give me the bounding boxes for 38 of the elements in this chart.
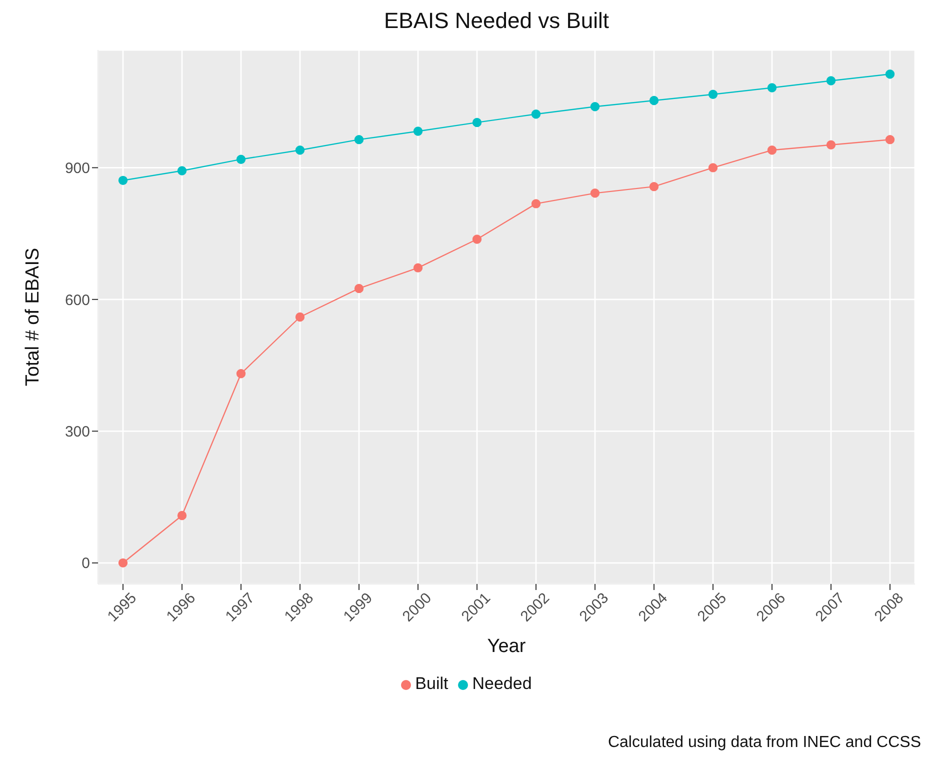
point bbox=[472, 234, 482, 244]
point bbox=[413, 263, 423, 272]
text: Calculated using data from INEC and CCSS bbox=[606, 734, 921, 752]
point bbox=[649, 182, 659, 192]
point bbox=[767, 83, 777, 92]
legend-label: Built bbox=[415, 674, 448, 693]
point bbox=[826, 140, 836, 150]
point bbox=[118, 558, 128, 568]
point bbox=[236, 369, 246, 378]
y-tick-label: 0 bbox=[82, 555, 90, 572]
point bbox=[354, 134, 364, 144]
point bbox=[177, 510, 187, 520]
y-tick-label: 900 bbox=[64, 160, 90, 178]
point bbox=[590, 102, 600, 112]
point bbox=[649, 96, 659, 106]
point bbox=[767, 146, 777, 155]
point bbox=[885, 70, 895, 79]
point bbox=[708, 163, 718, 172]
point bbox=[708, 90, 718, 99]
point bbox=[295, 312, 305, 322]
y-tick-label: 600 bbox=[64, 292, 90, 309]
point bbox=[295, 146, 305, 155]
y-axis-title: Total # of EBAIS bbox=[22, 248, 44, 386]
point bbox=[118, 176, 128, 186]
y-tick-label: 300 bbox=[64, 424, 90, 441]
point bbox=[826, 76, 836, 86]
point bbox=[531, 110, 541, 119]
point bbox=[472, 118, 482, 128]
point bbox=[531, 199, 541, 208]
point bbox=[177, 166, 187, 176]
point bbox=[236, 154, 246, 164]
point bbox=[590, 188, 600, 198]
point bbox=[885, 134, 895, 144]
point bbox=[413, 126, 423, 136]
legend-label: Needed bbox=[472, 674, 532, 693]
chart-title: EBAIS Needed vs Built bbox=[382, 8, 610, 34]
point bbox=[354, 284, 364, 294]
x-axis-title: Year bbox=[487, 636, 526, 657]
